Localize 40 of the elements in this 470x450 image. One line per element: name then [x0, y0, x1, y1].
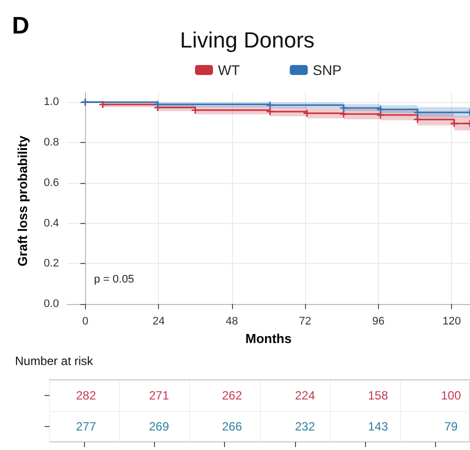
- legend-label: SNP: [312, 62, 342, 78]
- point: [266, 102, 274, 109]
- point: [377, 106, 384, 113]
- text: 262: [222, 388, 242, 402]
- point: [450, 120, 458, 128]
- text: 224: [294, 388, 316, 402]
- text: 271: [148, 388, 170, 402]
- text: D: [12, 12, 30, 40]
- y-tick-label: 1.0: [44, 96, 59, 108]
- x-axis-title: Months: [245, 331, 292, 346]
- text: 266: [222, 420, 242, 434]
- text: Number at risk: [15, 354, 94, 368]
- text: 269: [148, 420, 170, 434]
- x-tick-label: 0: [82, 316, 88, 328]
- text: 277: [76, 420, 96, 434]
- point: [414, 108, 421, 116]
- y-tick-label: 0.6: [44, 176, 59, 189]
- chart-title: Living Donors: [180, 28, 315, 52]
- y-tick-label: 0.0: [44, 298, 59, 310]
- point: [154, 100, 162, 108]
- x-tick-label: 96: [372, 316, 385, 328]
- text: 79: [444, 420, 458, 434]
- point: [340, 104, 348, 112]
- legend-label: WT: [218, 62, 240, 78]
- x-tick-label: 120: [442, 316, 461, 328]
- y-tick-label: 0.2: [44, 258, 59, 270]
- text: 100: [440, 388, 462, 402]
- point: [192, 106, 199, 114]
- x-tick-label: 24: [152, 316, 165, 328]
- x-tick-label: 72: [299, 316, 312, 328]
- point: [99, 101, 106, 108]
- text: 282: [76, 388, 96, 402]
- text: 232: [294, 420, 316, 434]
- annotation: p = 0.05: [94, 274, 134, 286]
- y-tick-label: 0.4: [44, 217, 59, 230]
- text: 158: [368, 388, 388, 402]
- y-tick-label: 0.8: [44, 136, 59, 148]
- text: 143: [368, 420, 388, 434]
- x-tick-label: 48: [226, 316, 238, 328]
- y-axis-title: Graft loss probability: [15, 134, 30, 266]
